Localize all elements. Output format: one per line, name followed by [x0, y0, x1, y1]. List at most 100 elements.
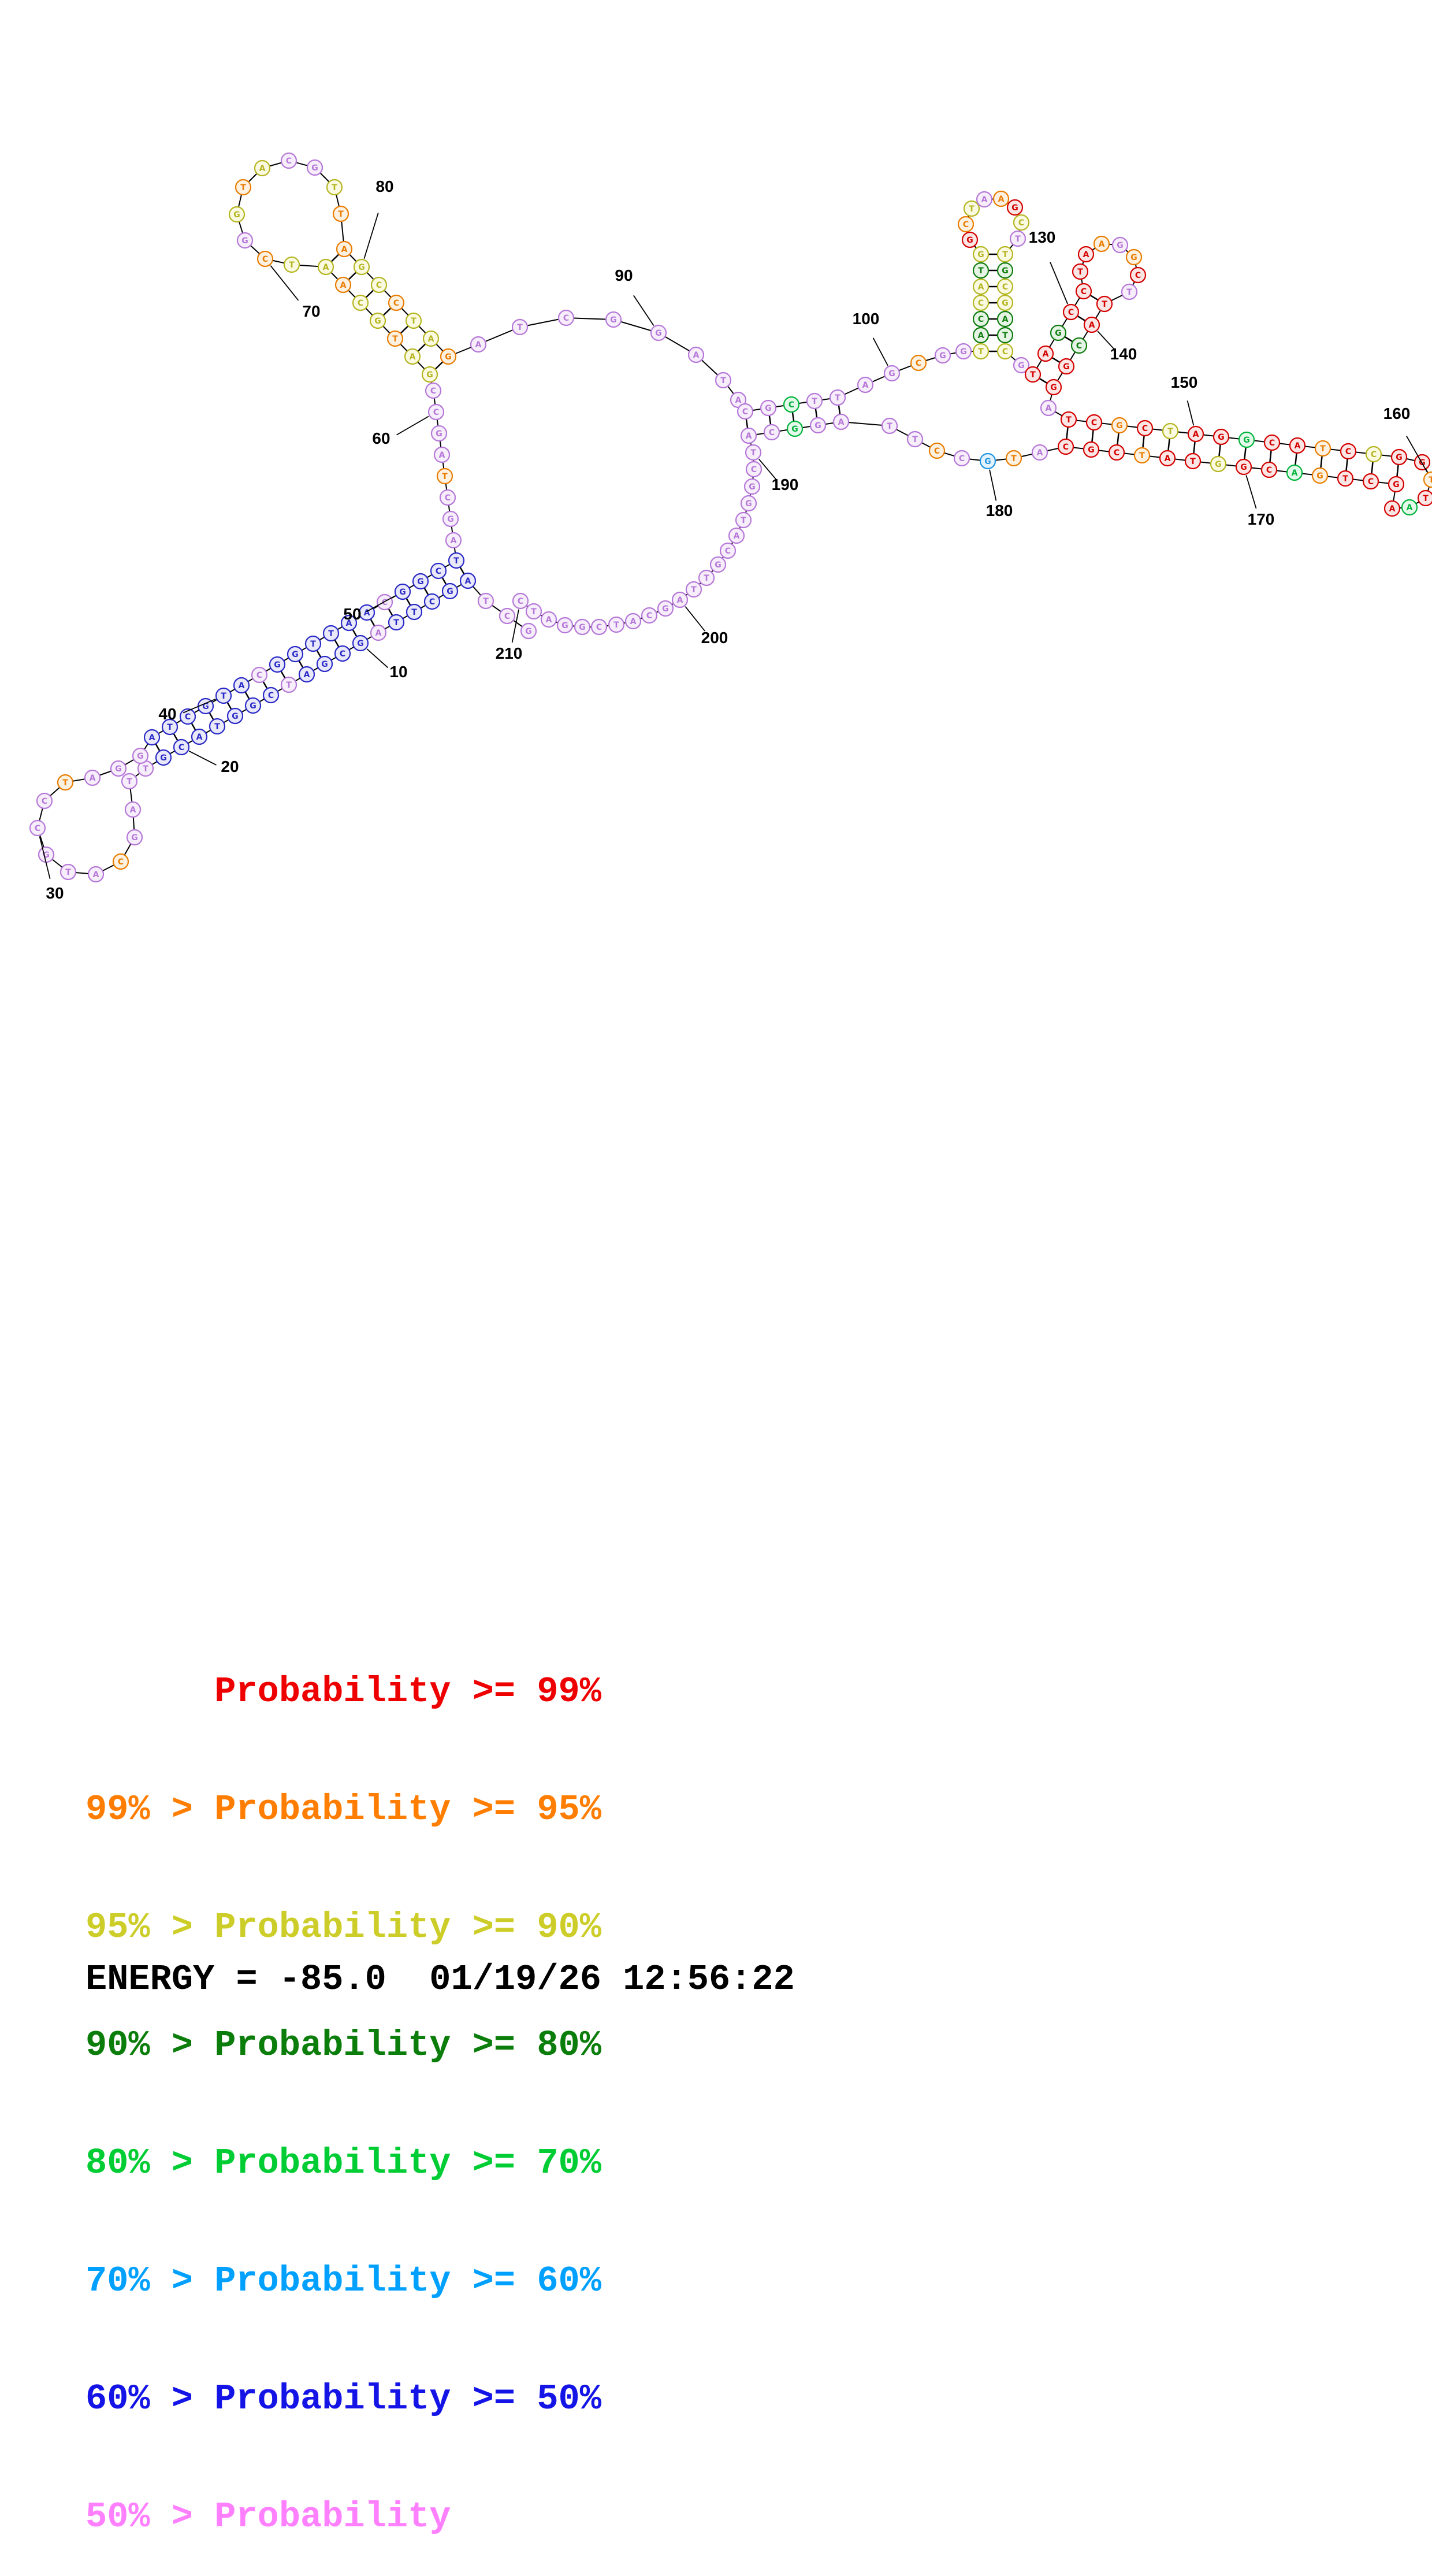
nucleotide-letter: A: [1037, 448, 1043, 458]
sequence-number-label: 170: [1248, 510, 1275, 528]
nucleotide: [1133, 447, 1151, 464]
sequence-number-label: 200: [701, 629, 728, 647]
nucleotide-letter: G: [1050, 383, 1057, 392]
nucleotide: [972, 326, 990, 344]
nucleotide: [388, 614, 405, 631]
sequence-number-label: 40: [158, 705, 176, 723]
nucleotide-letter: A: [346, 619, 352, 628]
nucleotide-letter: T: [1423, 494, 1429, 503]
nucleotide: [334, 645, 351, 662]
nucleotide: [1070, 337, 1088, 354]
legend-line-60: 70% > Probability >= 60%: [85, 2261, 601, 2302]
nucleotide: [316, 655, 333, 673]
nucleotide-letter: C: [1002, 283, 1008, 292]
sequence-number-label: 100: [853, 310, 880, 328]
nucleotide: [173, 738, 190, 756]
label-pointer-line: [363, 213, 379, 259]
nucleotide: [1013, 357, 1030, 374]
nucleotide-letter: G: [1002, 266, 1009, 276]
nucleotide: [961, 231, 979, 248]
nucleotide: [992, 190, 1010, 207]
nucleotide-letter: T: [338, 210, 344, 219]
nucleotide: [1210, 455, 1227, 473]
sequence-number-labels: 10 20 30 40 50 60 70 80 90 100 130 140 150 160 170 180 1…: [39, 177, 1428, 902]
nucleotide: [972, 262, 990, 279]
nucleotide: [657, 600, 674, 617]
label-pointer-line: [188, 751, 217, 766]
nucleotide-letter: T: [1320, 444, 1326, 454]
nucleotide: [1108, 444, 1125, 461]
nucleotide-letter: G: [274, 660, 281, 670]
nucleotide: [244, 697, 262, 714]
nucleotide: [322, 625, 340, 642]
nucleotide: [1401, 499, 1418, 516]
nucleotide: [687, 346, 705, 363]
nucleotide: [641, 607, 658, 624]
nucleotide: [1184, 452, 1202, 470]
nucleotide-letter: A: [1043, 350, 1049, 359]
nucleotide: [832, 413, 850, 430]
nucleotide: [1057, 438, 1074, 455]
nucleotide: [215, 687, 232, 704]
sequence-number-label: 210: [496, 644, 523, 662]
nucleotide: [1125, 248, 1143, 266]
nucleotide-letter: T: [1139, 451, 1145, 461]
nucleotide-letter: G: [311, 164, 318, 173]
nucleotide: [1365, 446, 1382, 463]
nucleotide: [972, 246, 990, 263]
nucleotide: [1009, 230, 1026, 247]
nucleotide-letter: A: [1295, 441, 1301, 451]
nucleotide: [719, 542, 737, 559]
nucleotide: [996, 262, 1014, 279]
nucleotide: [972, 310, 990, 328]
nucleotide: [1423, 471, 1432, 488]
nucleotide: [439, 489, 456, 506]
nucleotide: [405, 312, 422, 329]
nucleotide: [906, 430, 924, 448]
sequence-number-label: 10: [389, 663, 407, 681]
nucleotide-letter: A: [410, 352, 416, 362]
nucleotide: [1111, 236, 1129, 254]
nucleotide-letter: G: [561, 621, 568, 630]
label-pointer-line: [366, 595, 396, 613]
nucleotide-letter: T: [62, 778, 68, 788]
nucleotide: [370, 624, 387, 641]
nucleotide-letter: A: [546, 615, 552, 625]
nucleotide-letter: T: [517, 323, 523, 332]
nucleotide: [671, 591, 689, 608]
nucleotide-letter: C: [978, 315, 984, 324]
nucleotide-letter: T: [289, 261, 295, 270]
label-pointer-line: [511, 609, 519, 643]
nucleotide-letter: A: [1165, 454, 1171, 463]
nucleotide-letter: G: [426, 370, 433, 380]
nucleotide-letter: C: [1068, 308, 1074, 317]
nucleotide-letter: C: [963, 220, 969, 229]
nucleotide-letter: T: [1429, 476, 1432, 485]
nucleotide: [445, 532, 462, 549]
sequence-number-label: 150: [1171, 373, 1198, 391]
nucleotide-letter: C: [742, 407, 748, 417]
nucleotide-letter: T: [1126, 288, 1132, 297]
nucleotide-letter: A: [1046, 404, 1052, 413]
nucleotide: [110, 760, 127, 777]
nucleotide: [556, 617, 574, 634]
nucleotide-letter: T: [969, 205, 974, 214]
nucleotide-letter: A: [746, 432, 752, 441]
nucleotide: [84, 769, 101, 786]
nucleotide: [427, 403, 445, 421]
nucleotide-letter: A: [90, 774, 96, 783]
nucleotide: [763, 424, 780, 441]
nucleotide-letter: A: [1089, 321, 1095, 330]
nucleotide-letter: G: [202, 702, 209, 711]
legend-line-90: 95% > Probability >= 90%: [85, 1907, 601, 1948]
nucleotide: [334, 276, 352, 294]
nucleotide-letter: G: [321, 660, 328, 669]
nucleotide: [304, 635, 322, 652]
nucleotide: [1037, 345, 1054, 362]
nucleotide: [745, 444, 762, 461]
nucleotide: [1362, 473, 1379, 490]
nucleotide: [191, 728, 208, 745]
nucleotide: [388, 294, 405, 311]
label-pointer-line: [270, 265, 299, 301]
